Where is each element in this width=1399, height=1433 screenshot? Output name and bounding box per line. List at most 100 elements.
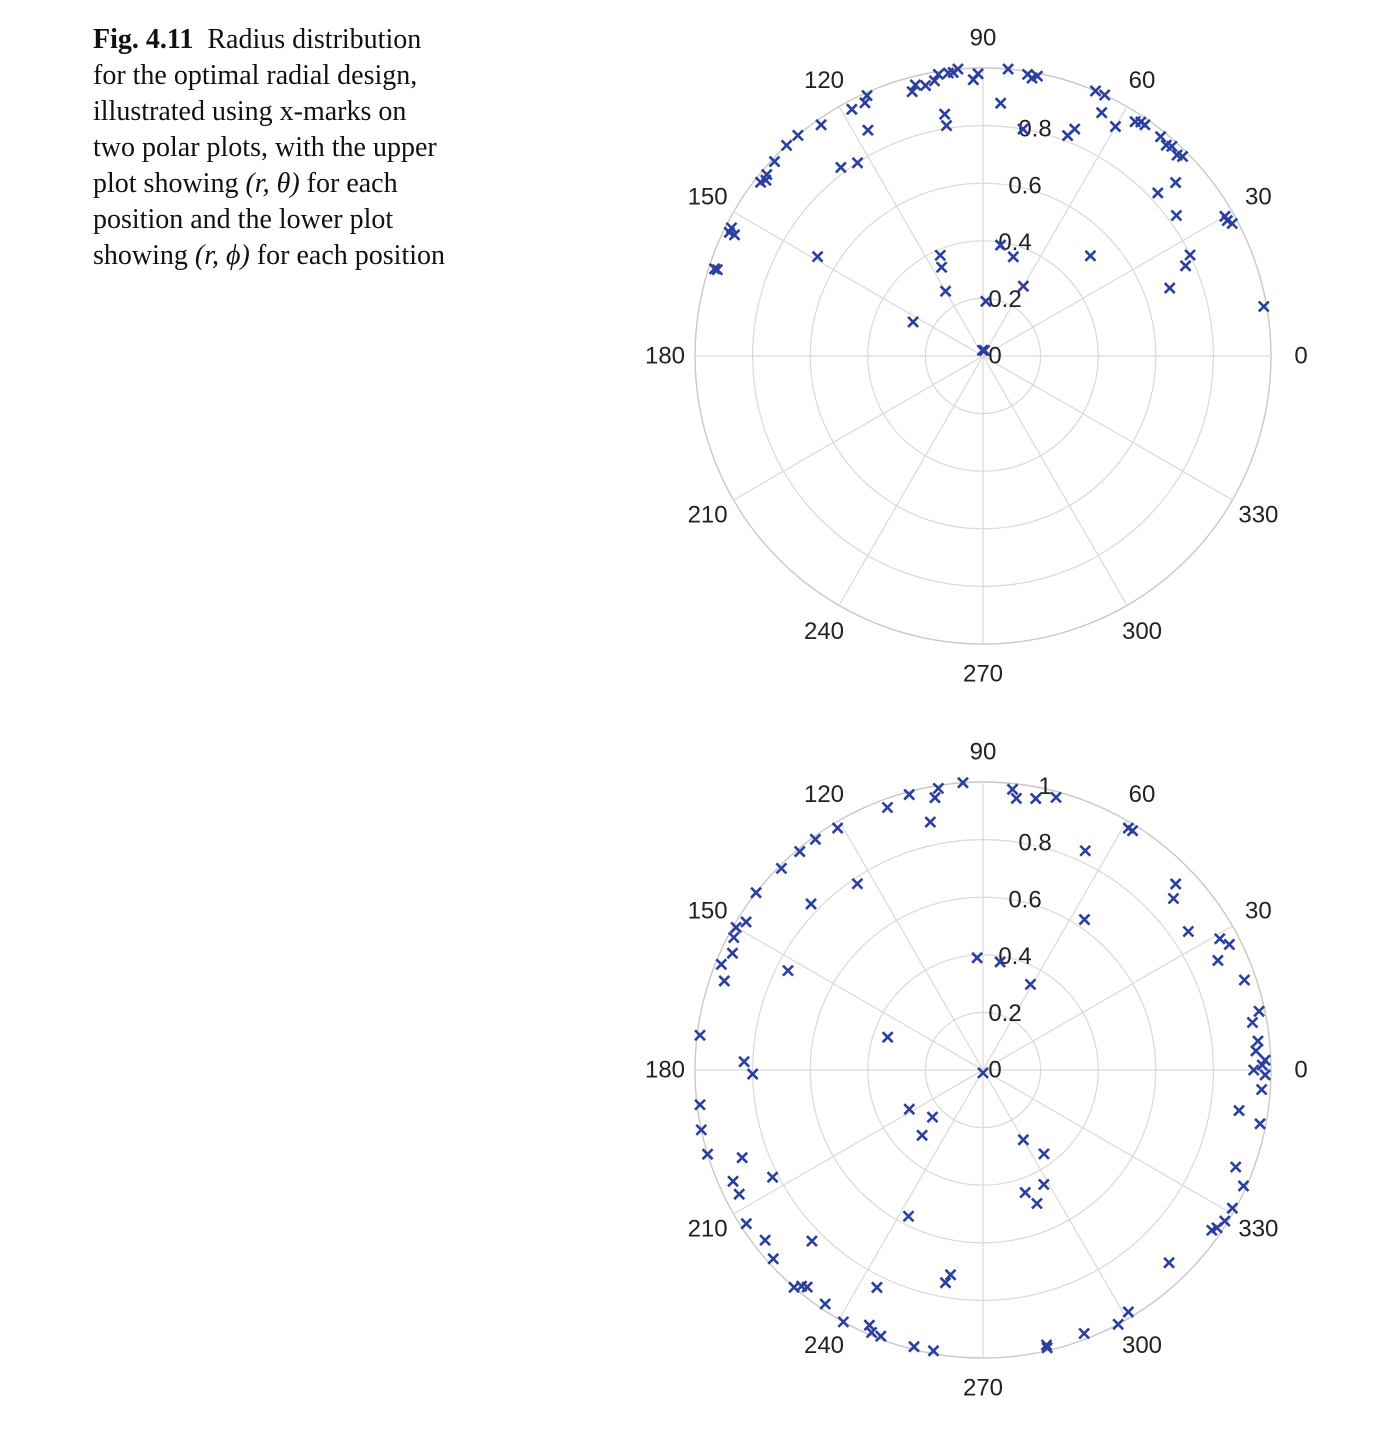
data-point-x-marker xyxy=(1007,250,1020,263)
data-point-x-marker xyxy=(862,124,874,137)
data-point-x-marker xyxy=(940,119,953,132)
angular-tick-label: 0 xyxy=(1294,1057,1307,1084)
caption-theta-expression: (r, θ) xyxy=(245,168,300,199)
data-point-x-marker xyxy=(1122,1306,1135,1318)
radial-tick-label: 0.6 xyxy=(1008,886,1041,913)
angular-tick-label: 60 xyxy=(1129,781,1156,808)
data-point-x-marker xyxy=(1167,892,1180,905)
data-point-x-marker xyxy=(727,1175,739,1188)
angular-tick-label: 330 xyxy=(1238,1216,1278,1243)
angular-grid-line xyxy=(733,211,1233,501)
data-point-x-marker xyxy=(926,1111,939,1124)
data-point-x-marker xyxy=(845,103,858,116)
data-point-x-marker xyxy=(740,1217,753,1230)
data-point-x-marker xyxy=(927,1344,940,1357)
data-point-x-marker xyxy=(1182,925,1195,938)
data-point-x-marker xyxy=(977,1066,989,1079)
data-point-x-marker xyxy=(934,249,947,262)
data-point-x-marker xyxy=(1247,1064,1260,1076)
data-point-x-marker xyxy=(1010,792,1023,805)
data-point-x-marker xyxy=(939,285,952,298)
data-point-x-marker xyxy=(1041,1341,1054,1354)
data-point-x-marker xyxy=(1079,844,1092,857)
data-point-x-marker xyxy=(859,96,871,109)
data-point-x-marker xyxy=(1213,932,1226,945)
data-point-x-marker xyxy=(935,261,948,274)
data-point-x-marker xyxy=(1238,974,1251,986)
angular-grid-line xyxy=(733,925,1233,1215)
data-point-x-marker xyxy=(1109,120,1122,133)
data-point-x-marker xyxy=(793,845,806,858)
data-point-x-marker xyxy=(1112,1318,1125,1331)
data-point-x-marker xyxy=(766,1171,779,1184)
data-point-x-marker xyxy=(1037,1178,1050,1191)
data-point-x-marker xyxy=(768,155,781,168)
data-point-x-marker xyxy=(1084,249,1097,262)
data-point-x-marker xyxy=(805,898,817,910)
data-point-x-marker xyxy=(767,1252,780,1265)
data-point-x-marker xyxy=(740,916,753,928)
data-point-x-marker xyxy=(733,1188,746,1201)
data-point-x-marker xyxy=(1031,1197,1043,1210)
angular-tick-label: 180 xyxy=(645,343,685,370)
data-point-x-marker xyxy=(851,156,864,169)
angular-tick-label: 270 xyxy=(963,1375,1003,1402)
angular-tick-label: 90 xyxy=(970,25,997,52)
data-point-x-marker xyxy=(919,79,932,92)
data-point-x-marker xyxy=(780,139,793,152)
data-point-x-marker xyxy=(1223,938,1236,951)
data-point-x-marker xyxy=(1061,129,1074,142)
angular-tick-label: 180 xyxy=(645,1057,685,1084)
angular-tick-label: 30 xyxy=(1245,184,1272,211)
data-point-x-marker xyxy=(1122,822,1135,834)
figure-label: Fig. 4.11 xyxy=(93,24,194,55)
data-point-x-marker xyxy=(738,1055,751,1068)
polar-plot-upper-theta: 030609012015018021024027030033000.20.40.… xyxy=(645,25,1308,688)
data-point-x-marker xyxy=(834,161,847,174)
data-point-x-marker xyxy=(1038,1147,1050,1160)
data-point-x-marker xyxy=(1184,249,1197,261)
radial-tick-label: 0.8 xyxy=(1018,830,1051,857)
data-point-x-marker xyxy=(903,788,916,801)
data-point-x-marker xyxy=(736,1151,749,1164)
data-point-x-marker xyxy=(1098,89,1111,101)
data-point-x-marker xyxy=(1078,913,1091,926)
radial-tick-label: 0.2 xyxy=(988,1000,1021,1027)
data-point-x-marker xyxy=(701,1148,714,1161)
data-point-x-marker xyxy=(746,1068,759,1080)
data-point-x-marker xyxy=(711,263,724,276)
data-point-x-marker xyxy=(726,947,739,960)
data-point-x-marker xyxy=(1233,1104,1245,1117)
data-point-x-marker xyxy=(1040,1339,1053,1351)
data-point-x-marker xyxy=(718,975,731,987)
data-point-x-marker xyxy=(754,176,767,189)
data-point-x-marker xyxy=(881,801,894,814)
data-point-x-marker xyxy=(1019,1186,1032,1199)
data-point-x-marker xyxy=(932,68,945,81)
data-point-x-marker xyxy=(715,958,728,971)
data-point-x-marker xyxy=(1154,130,1167,143)
data-point-x-marker xyxy=(801,1281,814,1294)
data-point-x-marker xyxy=(1259,1069,1272,1081)
data-point-x-marker xyxy=(831,822,844,834)
data-point-x-marker xyxy=(1160,139,1173,152)
angular-tick-label: 240 xyxy=(804,1332,844,1359)
data-point-x-marker xyxy=(1151,187,1164,199)
data-point-x-marker xyxy=(1163,282,1176,294)
data-point-x-marker xyxy=(1219,210,1231,223)
data-point-x-marker xyxy=(881,1031,894,1044)
angular-tick-label: 120 xyxy=(804,67,844,94)
angular-tick-label: 210 xyxy=(688,1216,728,1243)
data-point-x-marker xyxy=(956,776,969,789)
caption-text-2: for each position and the lower plot sho… xyxy=(93,168,398,271)
data-point-x-marker xyxy=(976,344,989,357)
data-point-x-marker xyxy=(775,862,788,875)
data-point-x-marker xyxy=(806,1235,818,1247)
data-point-x-marker xyxy=(1017,280,1030,293)
data-point-x-marker xyxy=(863,1319,876,1332)
data-point-x-marker xyxy=(1017,123,1029,136)
data-point-x-marker xyxy=(1256,1059,1269,1072)
angular-tick-label: 300 xyxy=(1122,618,1162,645)
angular-tick-label: 90 xyxy=(970,739,997,766)
data-point-x-marker xyxy=(907,315,920,328)
